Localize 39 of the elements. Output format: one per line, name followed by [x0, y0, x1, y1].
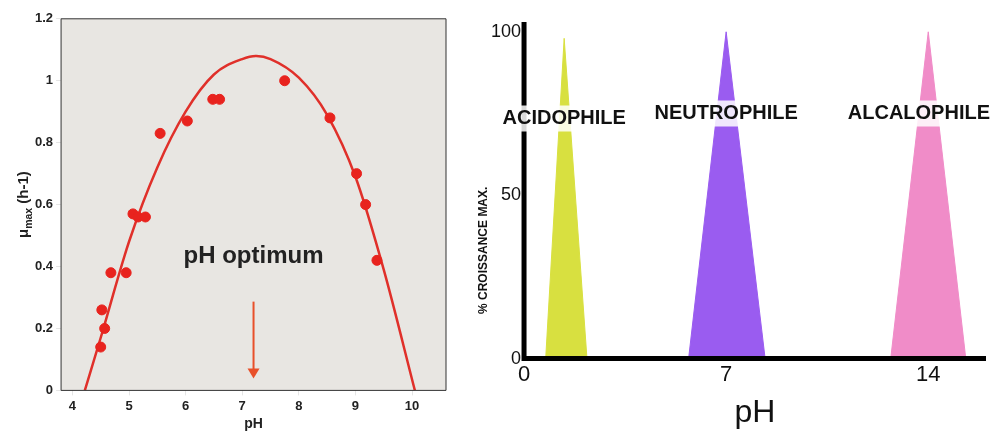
point — [351, 168, 363, 180]
x-tick-label: 7 — [720, 360, 733, 386]
point — [360, 199, 372, 211]
y-tick-label: 1 — [45, 72, 54, 88]
line-series — [83, 54, 417, 391]
y-tick-label: 50 — [501, 184, 522, 205]
y-tick-label: 100 — [490, 20, 522, 41]
point — [96, 304, 108, 316]
point — [181, 115, 193, 127]
point — [105, 267, 117, 279]
annotation: pH optimum — [183, 241, 324, 269]
x-tick-label: 7 — [238, 397, 246, 413]
x-axis-title: pH — [734, 392, 776, 429]
point — [324, 112, 336, 124]
point — [95, 341, 107, 353]
y-tick-label: 0.6 — [34, 196, 54, 212]
x-tick-label: 14 — [916, 360, 941, 386]
x-axis-title: pH — [244, 414, 263, 431]
y-tick-label: 0.2 — [34, 320, 54, 336]
x-tick-label: 10 — [404, 397, 420, 413]
series-label: NEUTROPHILE — [654, 101, 798, 124]
y-tick-label: 0 — [45, 381, 54, 397]
x-tick-label: 9 — [351, 397, 360, 413]
point — [279, 75, 291, 87]
point — [371, 254, 383, 266]
y-tick-label: 0.4 — [34, 258, 54, 274]
series-label: ALCALOPHILE — [847, 101, 990, 124]
y-tick-label: 0.8 — [34, 134, 54, 150]
point — [99, 322, 111, 334]
point — [154, 127, 166, 139]
y-axis-title: % CROISSANCE MAX. — [476, 186, 491, 314]
y-tick-label: 1.2 — [34, 10, 54, 26]
y-axis-title: μmax (h-1) — [14, 171, 35, 239]
x-tick-label: 6 — [181, 397, 190, 413]
x-tick-label: 5 — [125, 397, 133, 413]
x-tick-label: 4 — [68, 397, 77, 413]
point — [120, 267, 132, 279]
series-label: ACIDOPHILE — [502, 105, 626, 128]
x-tick-label: 8 — [295, 397, 303, 413]
